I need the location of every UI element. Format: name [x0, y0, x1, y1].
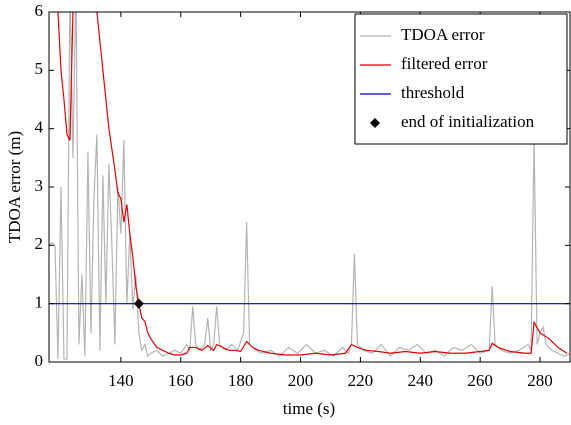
- y-tick-label: 4: [35, 118, 44, 137]
- x-tick-label: 280: [527, 371, 553, 390]
- y-axis-label: TDOA error (m): [5, 131, 24, 243]
- y-tick-label: 2: [35, 234, 44, 253]
- series-line: [57, 12, 568, 356]
- legend-marker: [370, 118, 380, 128]
- legend-label: filtered error: [401, 54, 488, 73]
- plot-area: [49, 12, 570, 360]
- x-tick-label: 180: [228, 371, 254, 390]
- x-tick-label: 260: [467, 371, 493, 390]
- x-tick-label: 200: [288, 371, 314, 390]
- legend-label: end of initialization: [401, 112, 535, 131]
- legend-label: TDOA error: [401, 25, 485, 44]
- legend-label: threshold: [401, 83, 465, 102]
- y-tick-label: 5: [35, 59, 44, 78]
- x-tick-label: 160: [168, 371, 194, 390]
- y-tick-label: 6: [35, 1, 44, 20]
- x-axis-label: time (s): [283, 399, 335, 418]
- series-line: [49, 12, 570, 360]
- y-tick-label: 0: [35, 351, 44, 370]
- y-tick-label: 1: [35, 293, 44, 312]
- y-tick-label: 3: [35, 176, 44, 195]
- x-tick-label: 140: [108, 371, 134, 390]
- x-tick-label: 220: [348, 371, 374, 390]
- x-tick-label: 240: [408, 371, 434, 390]
- marker: [133, 298, 144, 309]
